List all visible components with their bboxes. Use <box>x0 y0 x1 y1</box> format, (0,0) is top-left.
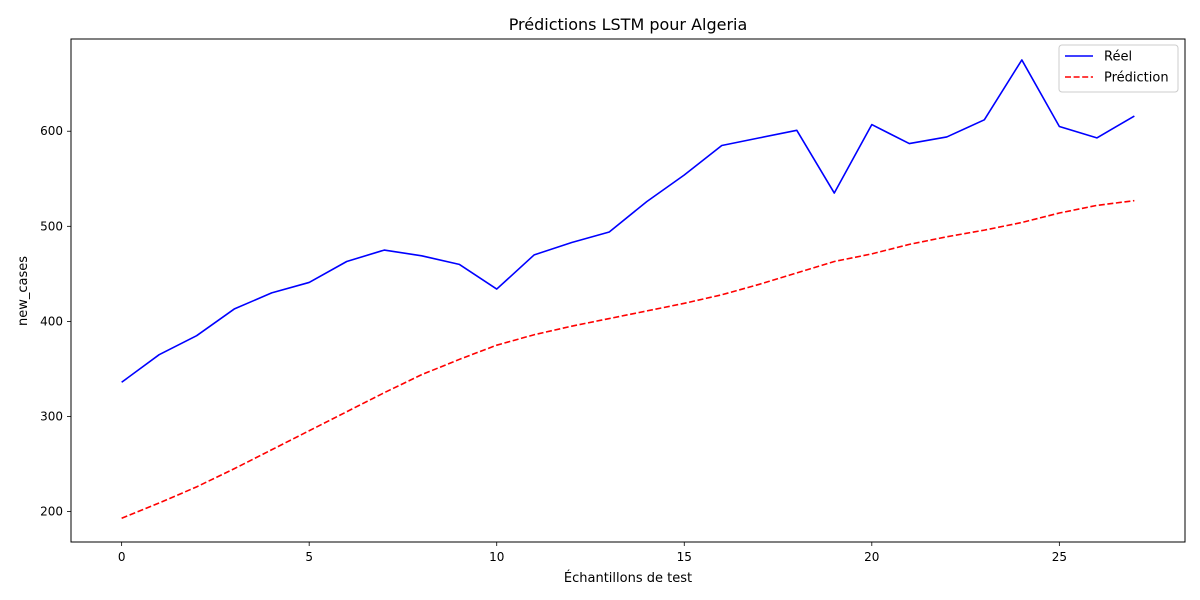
x-tick-label: 25 <box>1052 550 1067 564</box>
x-tick-label: 0 <box>118 550 126 564</box>
plot-area <box>121 59 1135 519</box>
y-tick-label: 500 <box>40 219 63 233</box>
y-axis-label: new_cases <box>16 256 31 326</box>
y-tick-label: 300 <box>40 409 63 423</box>
legend-label-reel: Réel <box>1104 50 1132 65</box>
series-line-prediction <box>121 199 1135 519</box>
y-tick-label: 200 <box>40 505 63 519</box>
x-axis-label: Échantillons de test <box>564 570 692 586</box>
x-tick-label: 5 <box>305 550 313 564</box>
x-tick-label: 20 <box>864 550 879 564</box>
x-tick-label: 15 <box>677 550 692 564</box>
x-tick-label: 10 <box>489 550 504 564</box>
y-axis: 200 300 400 500 600 <box>40 124 71 519</box>
chart-title: Prédictions LSTM pour Algeria <box>509 15 748 34</box>
plot-frame <box>70 38 1186 543</box>
series-line-reel <box>121 59 1135 383</box>
x-axis: 0 5 10 15 20 25 <box>118 542 1067 564</box>
y-tick-label: 400 <box>40 314 63 328</box>
legend-label-prediction: Prédiction <box>1104 71 1169 86</box>
y-tick-label: 600 <box>40 124 63 138</box>
legend: Réel Prédiction <box>1058 44 1179 93</box>
